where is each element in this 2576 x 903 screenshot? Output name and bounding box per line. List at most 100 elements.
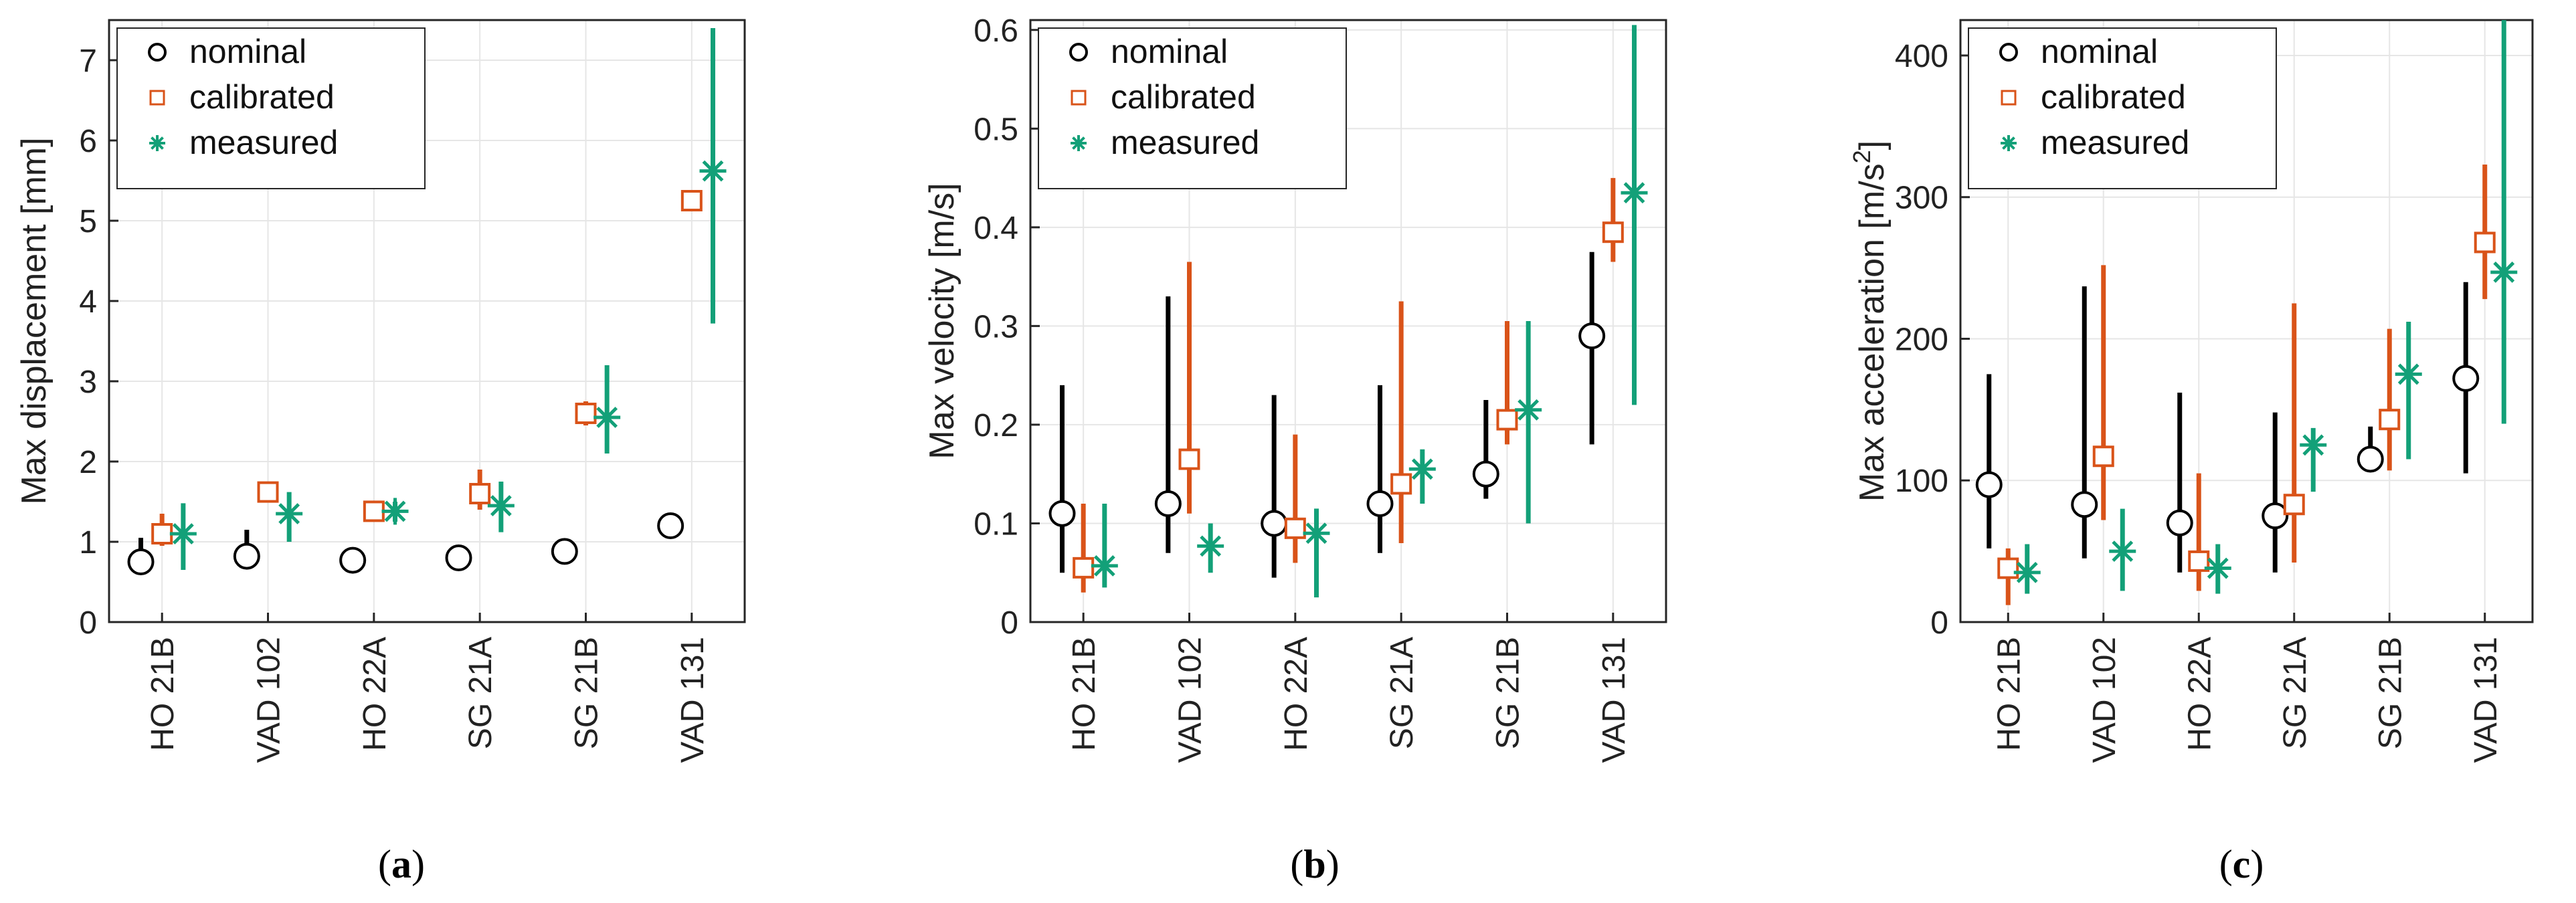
panel-label-letter: b (1303, 842, 1325, 886)
x-tick-label: VAD 102 (1173, 637, 1208, 763)
y-tick-label: 1 (79, 525, 97, 561)
y-tick-label: 0 (79, 605, 97, 641)
y-tick-label: 7 (79, 43, 97, 79)
x-tick-label: SG 21A (2278, 637, 2313, 749)
x-tick-label: VAD 131 (675, 637, 711, 763)
panel-label-open: ( (1290, 842, 1303, 886)
y-axis-title: Max velocity [m/s] (923, 183, 961, 459)
panel-label: (a) (378, 842, 425, 886)
marker-measured (2013, 559, 2041, 586)
y-tick-label: 0 (1000, 605, 1018, 641)
x-tick-label: HO 22A (2182, 637, 2217, 751)
marker-calibrated (2379, 409, 2401, 431)
x-tick-label: HO 21B (145, 637, 181, 751)
x-tick-label: SG 21A (1384, 637, 1420, 749)
axes-frame (1029, 19, 1667, 623)
marker-calibrated (1073, 557, 1095, 579)
y-tick-label: 2 (79, 445, 97, 480)
legend-marker-calibrated (1071, 90, 1087, 106)
marker-nominal (233, 542, 260, 570)
marker-measured-stroke (1093, 555, 1115, 577)
marker-calibrated (1997, 557, 2019, 579)
panel-label-close: ) (2250, 842, 2264, 886)
marker-calibrated (1284, 517, 1306, 539)
marker-measured-stroke (596, 407, 618, 428)
legend: nominal calibrated measured (1038, 27, 1347, 189)
legend-box (1968, 27, 2277, 189)
x-tick-label: SG 21B (569, 637, 605, 749)
marker-calibrated (2474, 231, 2496, 254)
panel-label-open: ( (2219, 842, 2233, 886)
marker-nominal (2452, 365, 2480, 392)
y-tick-label: 0 (1930, 605, 1948, 641)
marker-measured (699, 157, 727, 185)
marker-calibrated (363, 500, 385, 522)
legend-label-nominal: nominal (189, 33, 306, 70)
x-tick-label: VAD 102 (2087, 637, 2122, 763)
panel-label-letter: a (391, 842, 411, 886)
marker-calibrated (257, 481, 279, 503)
axes-frame (1959, 19, 2534, 623)
chart-panel-c: 0 100 200 300 400 HO 21B VAD 102 HO 22A SG 21A SG… (1848, 19, 2534, 886)
legend-label-measured: measured (2041, 124, 2189, 161)
y-tick-label: 5 (79, 204, 97, 239)
y-tick-label: 400 (1895, 39, 1948, 74)
legend-marker-measured (1072, 136, 1085, 150)
marker-nominal (2357, 445, 2384, 473)
panel-label-close: ) (1326, 842, 1340, 886)
legend-box (116, 27, 426, 189)
marker-measured-stroke (702, 160, 724, 182)
marker-measured-stroke (172, 523, 194, 544)
legend-marker-calibrated (2001, 90, 2017, 106)
y-tick-label: 0.5 (974, 112, 1018, 147)
marker-measured (169, 520, 197, 547)
marker-measured (1408, 456, 1436, 483)
marker-measured (2109, 538, 2136, 565)
marker-nominal (551, 538, 578, 565)
panel-label-close: ) (411, 842, 425, 886)
legend-label-nominal: nominal (1111, 33, 1228, 70)
marker-calibrated (1602, 221, 1624, 243)
marker-measured-stroke (2207, 557, 2229, 579)
legend-marker-measured (151, 136, 164, 150)
marker-measured (2204, 555, 2231, 582)
legend-label-calibrated: calibrated (1111, 78, 1256, 116)
marker-nominal (339, 546, 367, 574)
y-tick-label: 3 (79, 365, 97, 400)
panel-label-open: ( (378, 842, 391, 886)
y-axis-title: Max displacement [mm] (15, 137, 54, 504)
marker-measured (1621, 179, 1648, 207)
marker-measured-stroke (1517, 399, 1540, 421)
marker-measured-stroke (278, 503, 300, 524)
marker-measured-stroke (2016, 561, 2038, 583)
y-tick-label: 0.4 (974, 211, 1018, 246)
marker-measured-stroke (384, 500, 406, 522)
marker-measured-stroke (2302, 434, 2324, 456)
marker-nominal (1261, 510, 1288, 537)
x-tick-label: SG 21B (2373, 637, 2408, 749)
y-tick-label: 0.1 (974, 506, 1018, 542)
marker-nominal (1975, 471, 2003, 498)
marker-measured-stroke (1305, 522, 1327, 544)
y-tick-label: 300 (1895, 181, 1948, 216)
marker-nominal (1048, 500, 1076, 527)
marker-measured-stroke (2397, 363, 2419, 385)
marker-measured (1515, 396, 1542, 423)
legend-marker-nominal (1999, 43, 2018, 62)
legend-label-calibrated: calibrated (2041, 78, 2186, 116)
legend-label-nominal: nominal (2041, 33, 2158, 70)
marker-nominal (445, 544, 472, 571)
marker-measured (2490, 258, 2518, 286)
marker-measured-stroke (2493, 262, 2515, 283)
x-tick-label: VAD 131 (1596, 637, 1632, 763)
legend-marker-nominal (148, 43, 167, 62)
marker-measured (381, 498, 409, 525)
marker-nominal (2262, 502, 2289, 530)
legend-marker-calibrated (149, 90, 165, 106)
marker-measured (1091, 552, 1118, 579)
y-tick-label: 4 (79, 284, 97, 320)
marker-nominal (1578, 322, 1606, 350)
x-tick-label: HO 22A (1279, 637, 1314, 751)
y-tick-label: 100 (1895, 464, 1948, 499)
